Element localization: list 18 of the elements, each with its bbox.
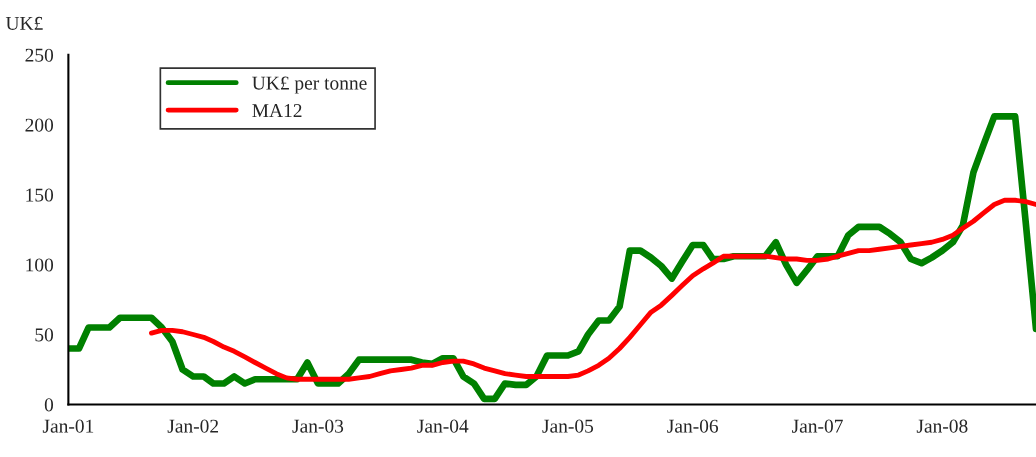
x-tick-label: Jan-04	[417, 419, 469, 433]
y-tick-label: 50	[35, 328, 54, 342]
x-tick-label: Jan-02	[167, 419, 219, 433]
x-tick-label: Jan-08	[916, 419, 968, 433]
legend-label: MA12	[252, 104, 302, 117]
y-tick-label: 200	[25, 118, 54, 132]
legend-label: UK£ per tonne	[252, 76, 367, 94]
x-tick-label: Jan-03	[292, 419, 344, 433]
y-tick-label: 150	[26, 188, 54, 202]
x-tick-label: Jan-06	[667, 419, 719, 433]
x-tick-label: Jan-01	[42, 419, 94, 433]
y-tick-label: 100	[26, 258, 54, 272]
x-tick-label: Jan-07	[792, 419, 843, 433]
y-axis-title: UK£	[5, 16, 43, 30]
y-tick-label: 250	[25, 48, 54, 62]
line-series	[149, 197, 1036, 382]
y-tick-label: 0	[44, 398, 54, 412]
x-tick-label: Jan-05	[542, 419, 594, 433]
